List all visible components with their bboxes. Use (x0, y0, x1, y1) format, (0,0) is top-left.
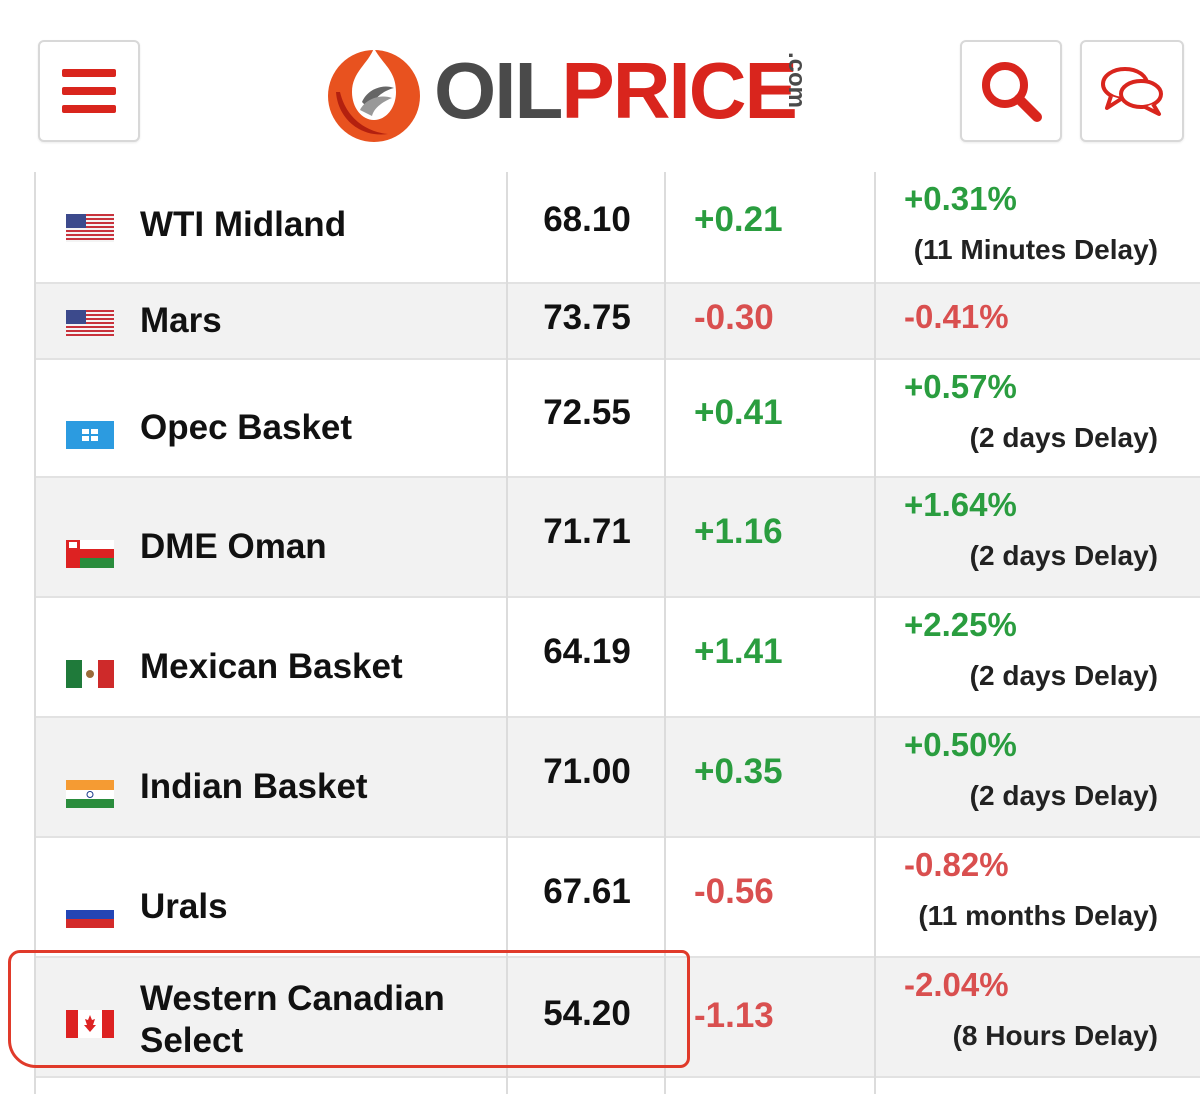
crude-name-line: Western Canadian (140, 979, 445, 1018)
table-left-border (34, 172, 36, 1094)
crude-name[interactable]: DME Oman (140, 527, 327, 566)
logo-oil-text: OILPRICE (434, 46, 798, 135)
column-divider (506, 172, 508, 1094)
table-row[interactable]: Opec Basket 72.55 +0.41 +0.57% (2 days Delay… (36, 360, 1200, 478)
table-row[interactable]: DME Oman 71.71 +1.16 +1.64% (2 days Delay) (36, 478, 1200, 598)
india-flag-icon (66, 780, 114, 808)
price-change: -0.56 (694, 872, 774, 911)
crude-price: 68.10 (543, 200, 631, 239)
crude-name[interactable]: Mars (140, 301, 222, 340)
percent-change: -0.41% (904, 298, 1009, 335)
crude-name[interactable]: Indian Basket (140, 767, 368, 806)
opec-flag-icon (66, 421, 114, 449)
crude-name[interactable]: WTI Midland (140, 205, 347, 244)
oilprice-logo[interactable]: OILPRICE .com (322, 40, 822, 144)
delay-note: (8 Hours Delay) (952, 1020, 1158, 1051)
column-divider (874, 172, 876, 1094)
crude-name-line: Select (140, 1021, 244, 1060)
delay-note: (11 months Delay) (918, 900, 1158, 931)
percent-change: +0.57% (904, 368, 1017, 405)
table-row[interactable]: Mars 73.75 -0.30 -0.41% (36, 284, 1200, 360)
crude-name[interactable]: Opec Basket (140, 408, 353, 447)
search-icon (982, 62, 1042, 122)
logo-wordmark: OILPRICE (434, 46, 798, 136)
percent-change: +1.64% (904, 486, 1017, 523)
crude-price: 71.00 (543, 752, 631, 791)
mexico-flag-icon (66, 660, 114, 688)
price-change: +1.41 (694, 632, 783, 671)
crude-name[interactable]: Western Canadian Select (140, 978, 445, 1062)
canada-flag-icon (66, 1010, 114, 1038)
menu-button[interactable] (38, 40, 140, 142)
percent-change: -2.04% (904, 966, 1009, 1003)
chat-button[interactable] (1080, 40, 1184, 142)
table-row[interactable]: Mexican Basket 64.19 +1.41 +2.25% (2 days De… (36, 598, 1200, 718)
crude-name[interactable]: Mexican Basket (140, 647, 403, 686)
crude-price: 73.75 (543, 298, 631, 337)
table-row[interactable]: WTI Midland 68.10 +0.21 +0.31% (11 Minutes D… (36, 172, 1200, 284)
logo-com-text: .com (783, 52, 810, 109)
delay-note: (2 days Delay) (969, 540, 1158, 571)
logo-price-part: PRICE (561, 46, 797, 135)
crude-price: 71.71 (543, 512, 631, 551)
logo-oil-part: OIL (434, 46, 563, 135)
crude-price: 72.55 (543, 393, 631, 432)
delay-note: (2 days Delay) (969, 660, 1158, 691)
us-flag-icon (66, 310, 114, 338)
oman-flag-icon (66, 540, 114, 568)
price-change: +0.21 (694, 200, 783, 239)
price-change: +0.41 (694, 393, 783, 432)
delay-note: (2 days Delay) (969, 422, 1158, 453)
price-change: -1.13 (694, 996, 774, 1035)
russia-flag-icon (66, 900, 114, 928)
price-change: -0.30 (694, 298, 774, 337)
delay-note: (2 days Delay) (969, 780, 1158, 811)
percent-change: +0.31% (904, 180, 1017, 217)
table-row[interactable]: Indian Basket 71.00 +0.35 +0.50% (2 days Del… (36, 718, 1200, 838)
crude-price: 54.20 (543, 994, 631, 1033)
crude-price: 67.61 (543, 872, 631, 911)
crude-price: 64.19 (543, 632, 631, 671)
column-divider (664, 172, 666, 1094)
search-button[interactable] (960, 40, 1062, 142)
crude-name[interactable]: Urals (140, 887, 228, 926)
price-change: +0.35 (694, 752, 783, 791)
table-row[interactable]: Western Canadian Select 54.20 -1.13 -2.04%… (36, 958, 1200, 1078)
price-change: +1.16 (694, 512, 783, 551)
delay-note: (11 Minutes Delay) (913, 234, 1158, 265)
chat-bubbles-icon (1101, 67, 1163, 116)
hamburger-menu-icon (62, 69, 116, 113)
oil-drop-logo-icon (328, 48, 420, 142)
table-row[interactable]: Urals 67.61 -0.56 -0.82% (11 months Delay) (36, 838, 1200, 958)
percent-change: +2.25% (904, 606, 1017, 643)
percent-change: +0.50% (904, 726, 1017, 763)
percent-change: -0.82% (904, 846, 1009, 883)
us-flag-icon (66, 214, 114, 242)
